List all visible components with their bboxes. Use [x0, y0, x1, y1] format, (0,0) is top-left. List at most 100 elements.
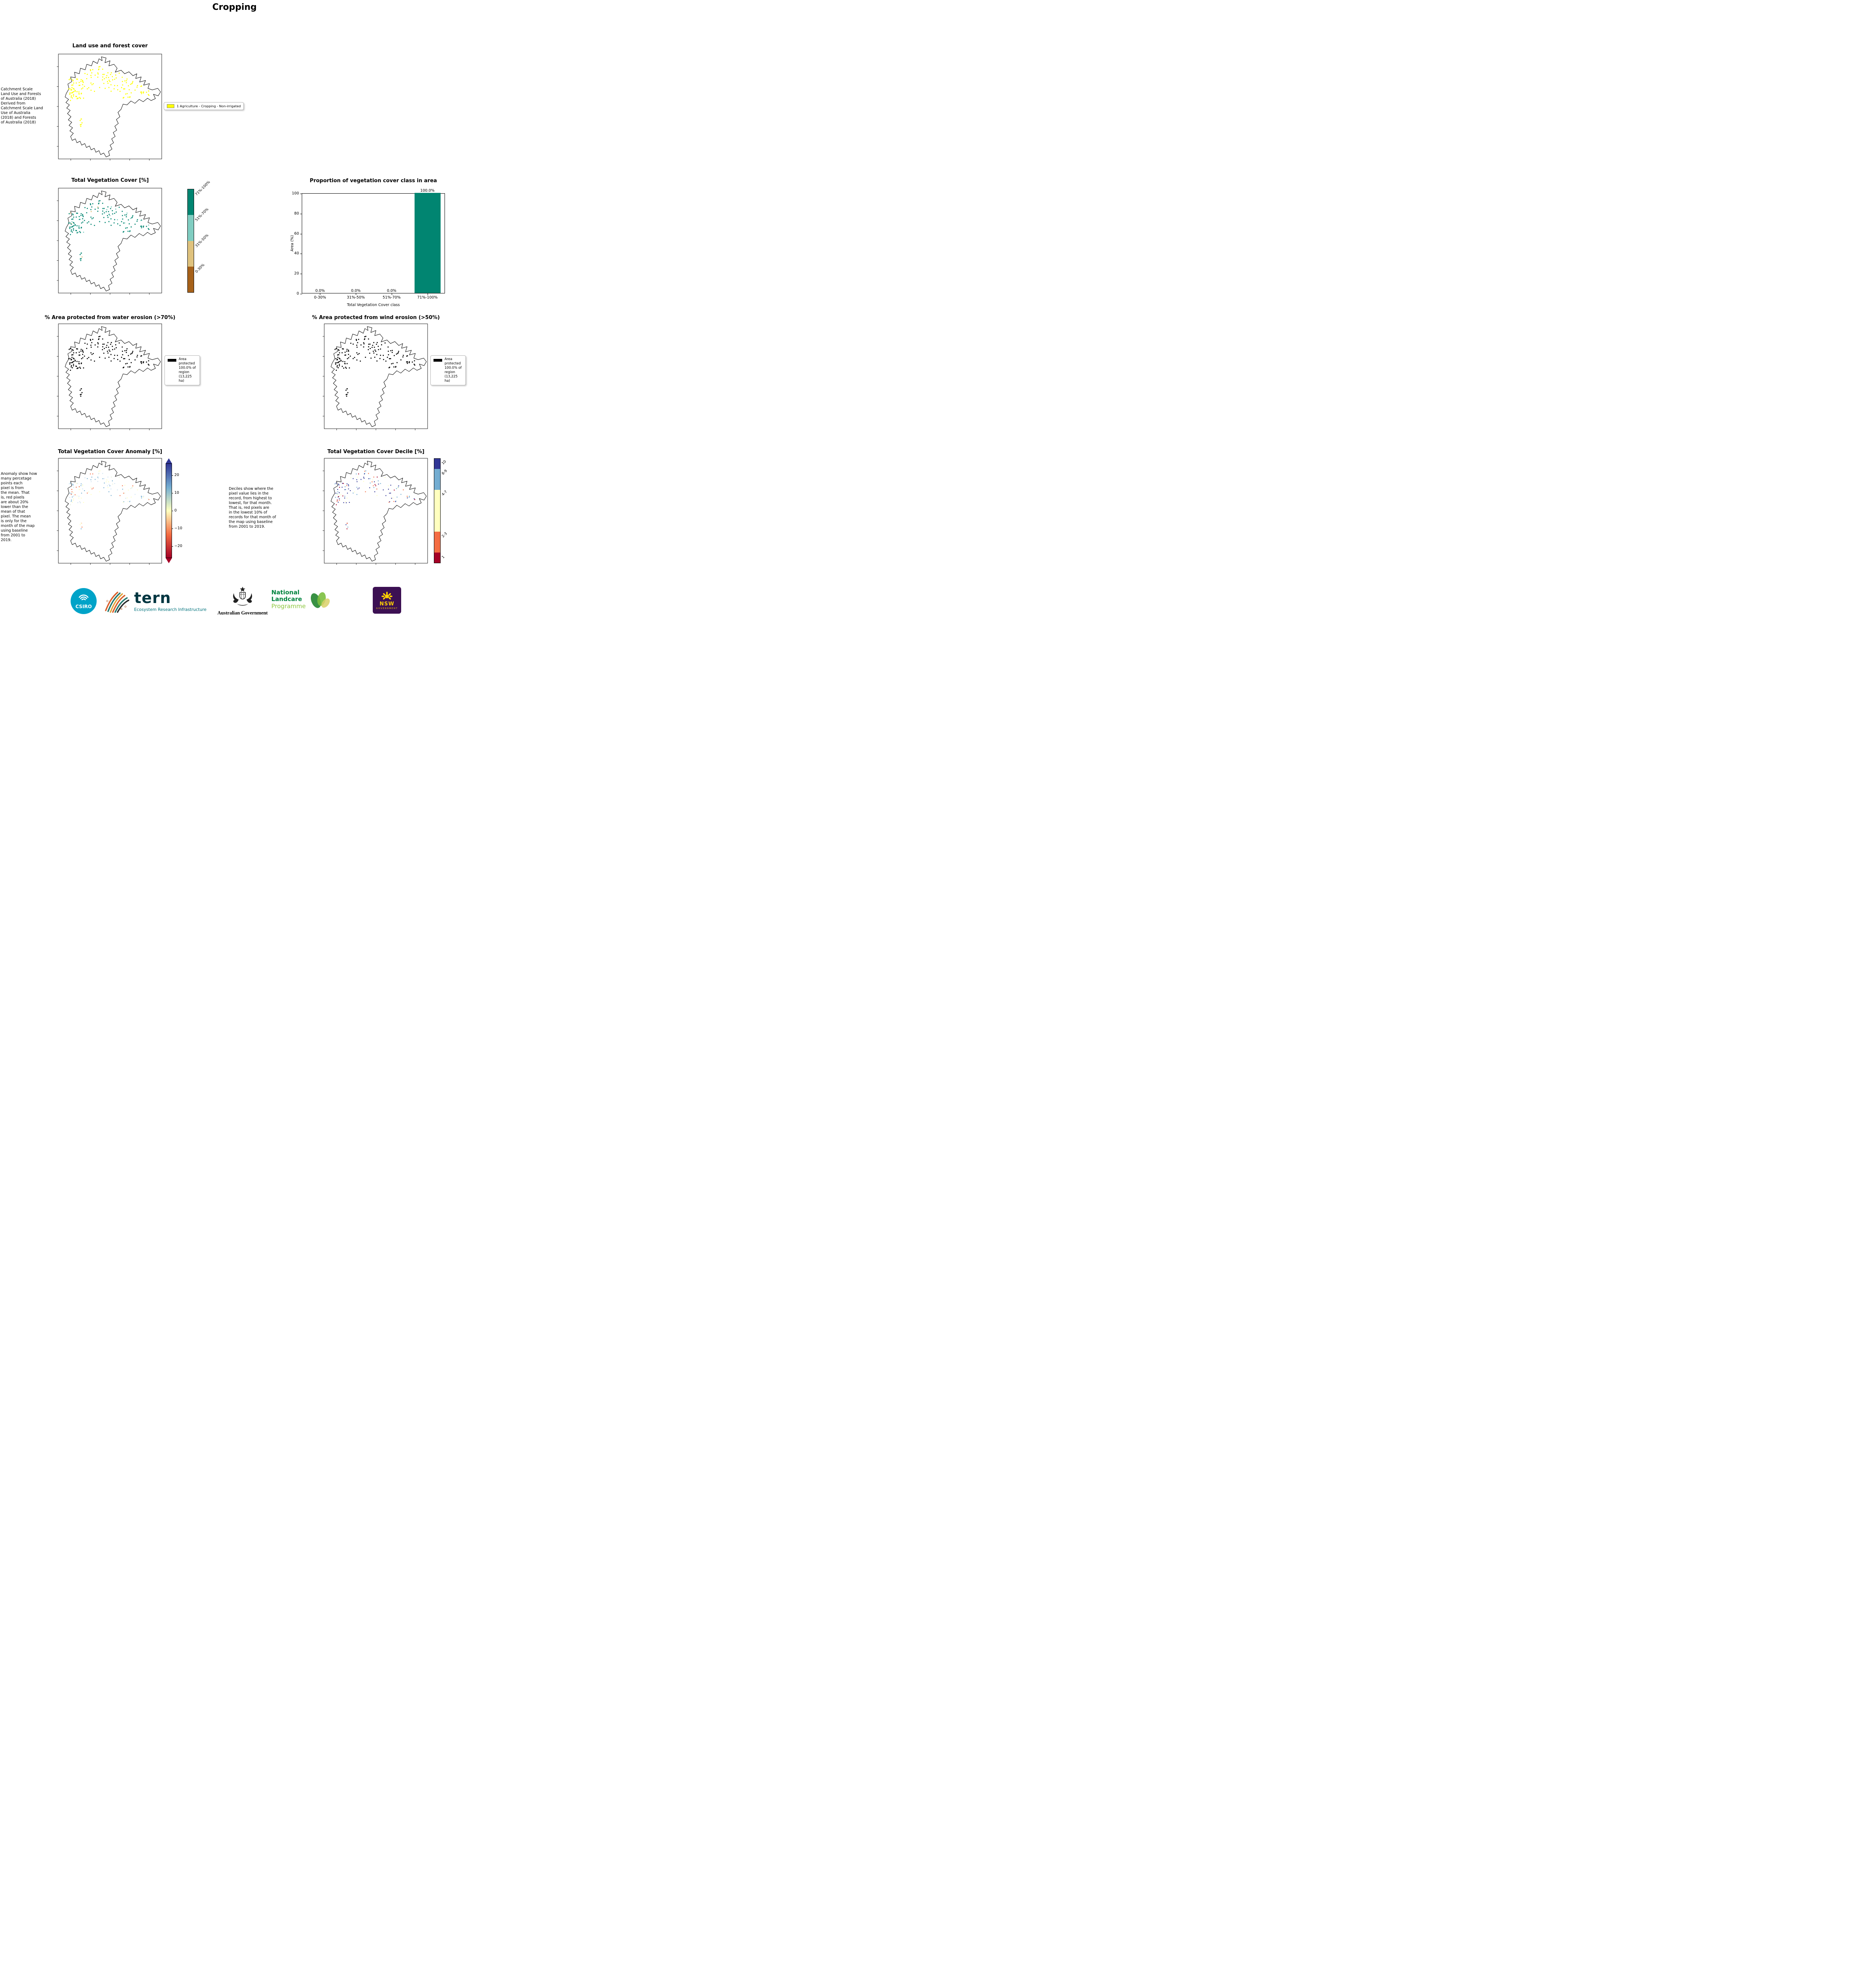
decile-colorbar: 10 8-9 4-7 2-3 1: [434, 458, 448, 563]
colorbar-segment: [434, 531, 440, 553]
nsw-waratah-icon: [381, 591, 392, 599]
anomaly-title: Total Vegetation Cover Anomaly [%]: [58, 449, 163, 455]
vegcover-colorbar: 71%-100% 51%-70% 31%-50% 0-30%: [187, 180, 211, 293]
colorbar-tick-label: 20: [174, 472, 179, 477]
cropping-pixels: [69, 470, 149, 529]
nsw-government-label: GOVERNMENT: [376, 607, 398, 610]
vegcover-map: [57, 188, 162, 295]
coat-of-arms-icon: [233, 586, 252, 606]
colorbar-label: 1: [441, 555, 446, 560]
map-frame: [58, 323, 162, 429]
y-tick-label: 0: [296, 291, 299, 296]
colorbar-tick-label: 10: [174, 490, 179, 495]
water-erosion-legend: Area protected 100.0% of region (13,225 …: [164, 355, 200, 386]
landuse-legend: 1 Agriculture - Cropping - Non-irrigated: [164, 102, 244, 110]
cropping-pixels: [334, 470, 415, 529]
anomaly-colorbar-arrow-down: [166, 558, 172, 563]
colorbar-tick: [172, 528, 173, 529]
colorbar-tick-label: −20: [174, 544, 183, 549]
landcare-line-2: Landcare: [271, 596, 302, 603]
bar-value-label: 100.0%: [420, 189, 435, 193]
landuse-legend-label: 1 Agriculture - Cropping - Non-irrigated: [177, 104, 241, 108]
catchment-boundary: [331, 326, 427, 427]
tern-wordmark: tern: [134, 589, 171, 607]
x-tick-label: 0-30%: [314, 295, 326, 300]
x-tick-label: 51%-70%: [383, 295, 401, 300]
vegcover-title: Total Vegetation Cover [%]: [71, 177, 149, 183]
colorbar-label: 71%-100%: [194, 180, 211, 197]
colorbar-tick: [172, 475, 173, 476]
anomaly-caption: Anomaly show how many percetage points e…: [1, 472, 37, 542]
x-tick-label: 71%-100%: [417, 295, 438, 300]
x-tick-label: 31%-50%: [347, 295, 365, 300]
map-canvas: [323, 323, 428, 430]
map-frame: [324, 323, 428, 429]
wind-erosion-title: % Area protected from wind erosion (>50%…: [312, 315, 440, 321]
vegclass-barchart: Proportion of vegetation cover class in …: [278, 175, 458, 311]
anomaly-colorbar-gradient: 20 10 0 −10 −20: [166, 463, 182, 558]
colorbar-segment: [434, 552, 440, 563]
y-tick-label: 40: [294, 251, 299, 256]
anomaly-colorbar-arrow-up: [166, 458, 172, 463]
catchment-boundary: [65, 461, 161, 562]
catchment-boundary: [65, 56, 161, 157]
nsw-government-logo: NSW GOVERNMENT: [373, 587, 401, 614]
water-erosion-map: [57, 323, 162, 430]
colorbar-segment: [188, 215, 194, 241]
map-canvas: [57, 458, 162, 565]
cropping-pixels: [334, 336, 415, 397]
indigenous-artwork-icon: [105, 592, 129, 613]
map-frame: [58, 188, 162, 293]
landcare-leaves-icon: [306, 588, 332, 614]
colorbar-label: 8-9: [441, 469, 448, 476]
colorbar-segment: [434, 490, 440, 532]
landuse-map: [57, 54, 162, 161]
page-title: Cropping: [212, 2, 257, 12]
colorbar-segment: [434, 459, 440, 469]
decile-title: Total Vegetation Cover Decile [%]: [327, 449, 424, 455]
bar-value-label: 0.0%: [351, 289, 361, 293]
colorbar-label: 51%-70%: [194, 207, 210, 222]
landcare-line-3: Programme: [271, 602, 306, 610]
decile-map: [323, 458, 428, 565]
map-canvas: [57, 188, 162, 295]
nsw-wordmark: NSW: [379, 601, 394, 607]
map-canvas: [57, 54, 162, 161]
barchart-ylabel: Area (%): [290, 235, 295, 252]
y-tick-label: 20: [294, 271, 299, 276]
bar-value-label: 0.0%: [387, 289, 396, 293]
water-legend-text: Area protected 100.0% of region (13,225 …: [179, 357, 196, 383]
bar: [414, 193, 441, 293]
water-legend-swatch: [168, 359, 176, 362]
landcare-logo: National Landcare Programme: [271, 589, 306, 610]
bar-value-label: 0.0%: [315, 289, 325, 293]
colorbar-label: 10: [441, 459, 447, 466]
csiro-wordmark: CSIRO: [75, 604, 92, 609]
colorbar-segment: [188, 241, 194, 267]
wind-erosion-legend: Area protected 100.0% of region (13,225 …: [430, 355, 466, 386]
y-tick-label: 100: [291, 191, 299, 196]
wind-legend-swatch: [433, 359, 442, 362]
landuse-caption: Catchment Scale Land Use and Forests of …: [1, 87, 43, 125]
map-frame: [58, 54, 162, 159]
colorbar-label: 31%-50%: [194, 233, 210, 248]
decile-caption: Deciles show where the pixel value lies …: [229, 487, 276, 529]
australian-government-logo: Australian Government: [211, 586, 274, 616]
colorbar-segment: [188, 266, 194, 292]
map-canvas: [323, 458, 428, 565]
y-tick-label: 80: [294, 211, 299, 216]
csiro-waves-icon: [78, 594, 89, 600]
barchart-title: Proportion of vegetation cover class in …: [310, 178, 437, 184]
map-frame: [324, 458, 428, 564]
colorbar-label: 2-3: [441, 531, 448, 539]
anomaly-colorbar: 20 10 0 −10 −20: [166, 458, 182, 563]
colorbar-label: 4-7: [441, 490, 448, 497]
colorbar-tick-label: −10: [174, 526, 183, 531]
colorbar-segment: [188, 189, 194, 215]
map-canvas: [57, 323, 162, 430]
catchment-boundary: [65, 326, 161, 427]
cropping-pixels: [68, 66, 149, 127]
csiro-logo: CSIRO: [70, 588, 97, 614]
report-page: Cropping Land use and forest cover Catch…: [0, 0, 469, 623]
cropping-pixels: [68, 336, 149, 397]
